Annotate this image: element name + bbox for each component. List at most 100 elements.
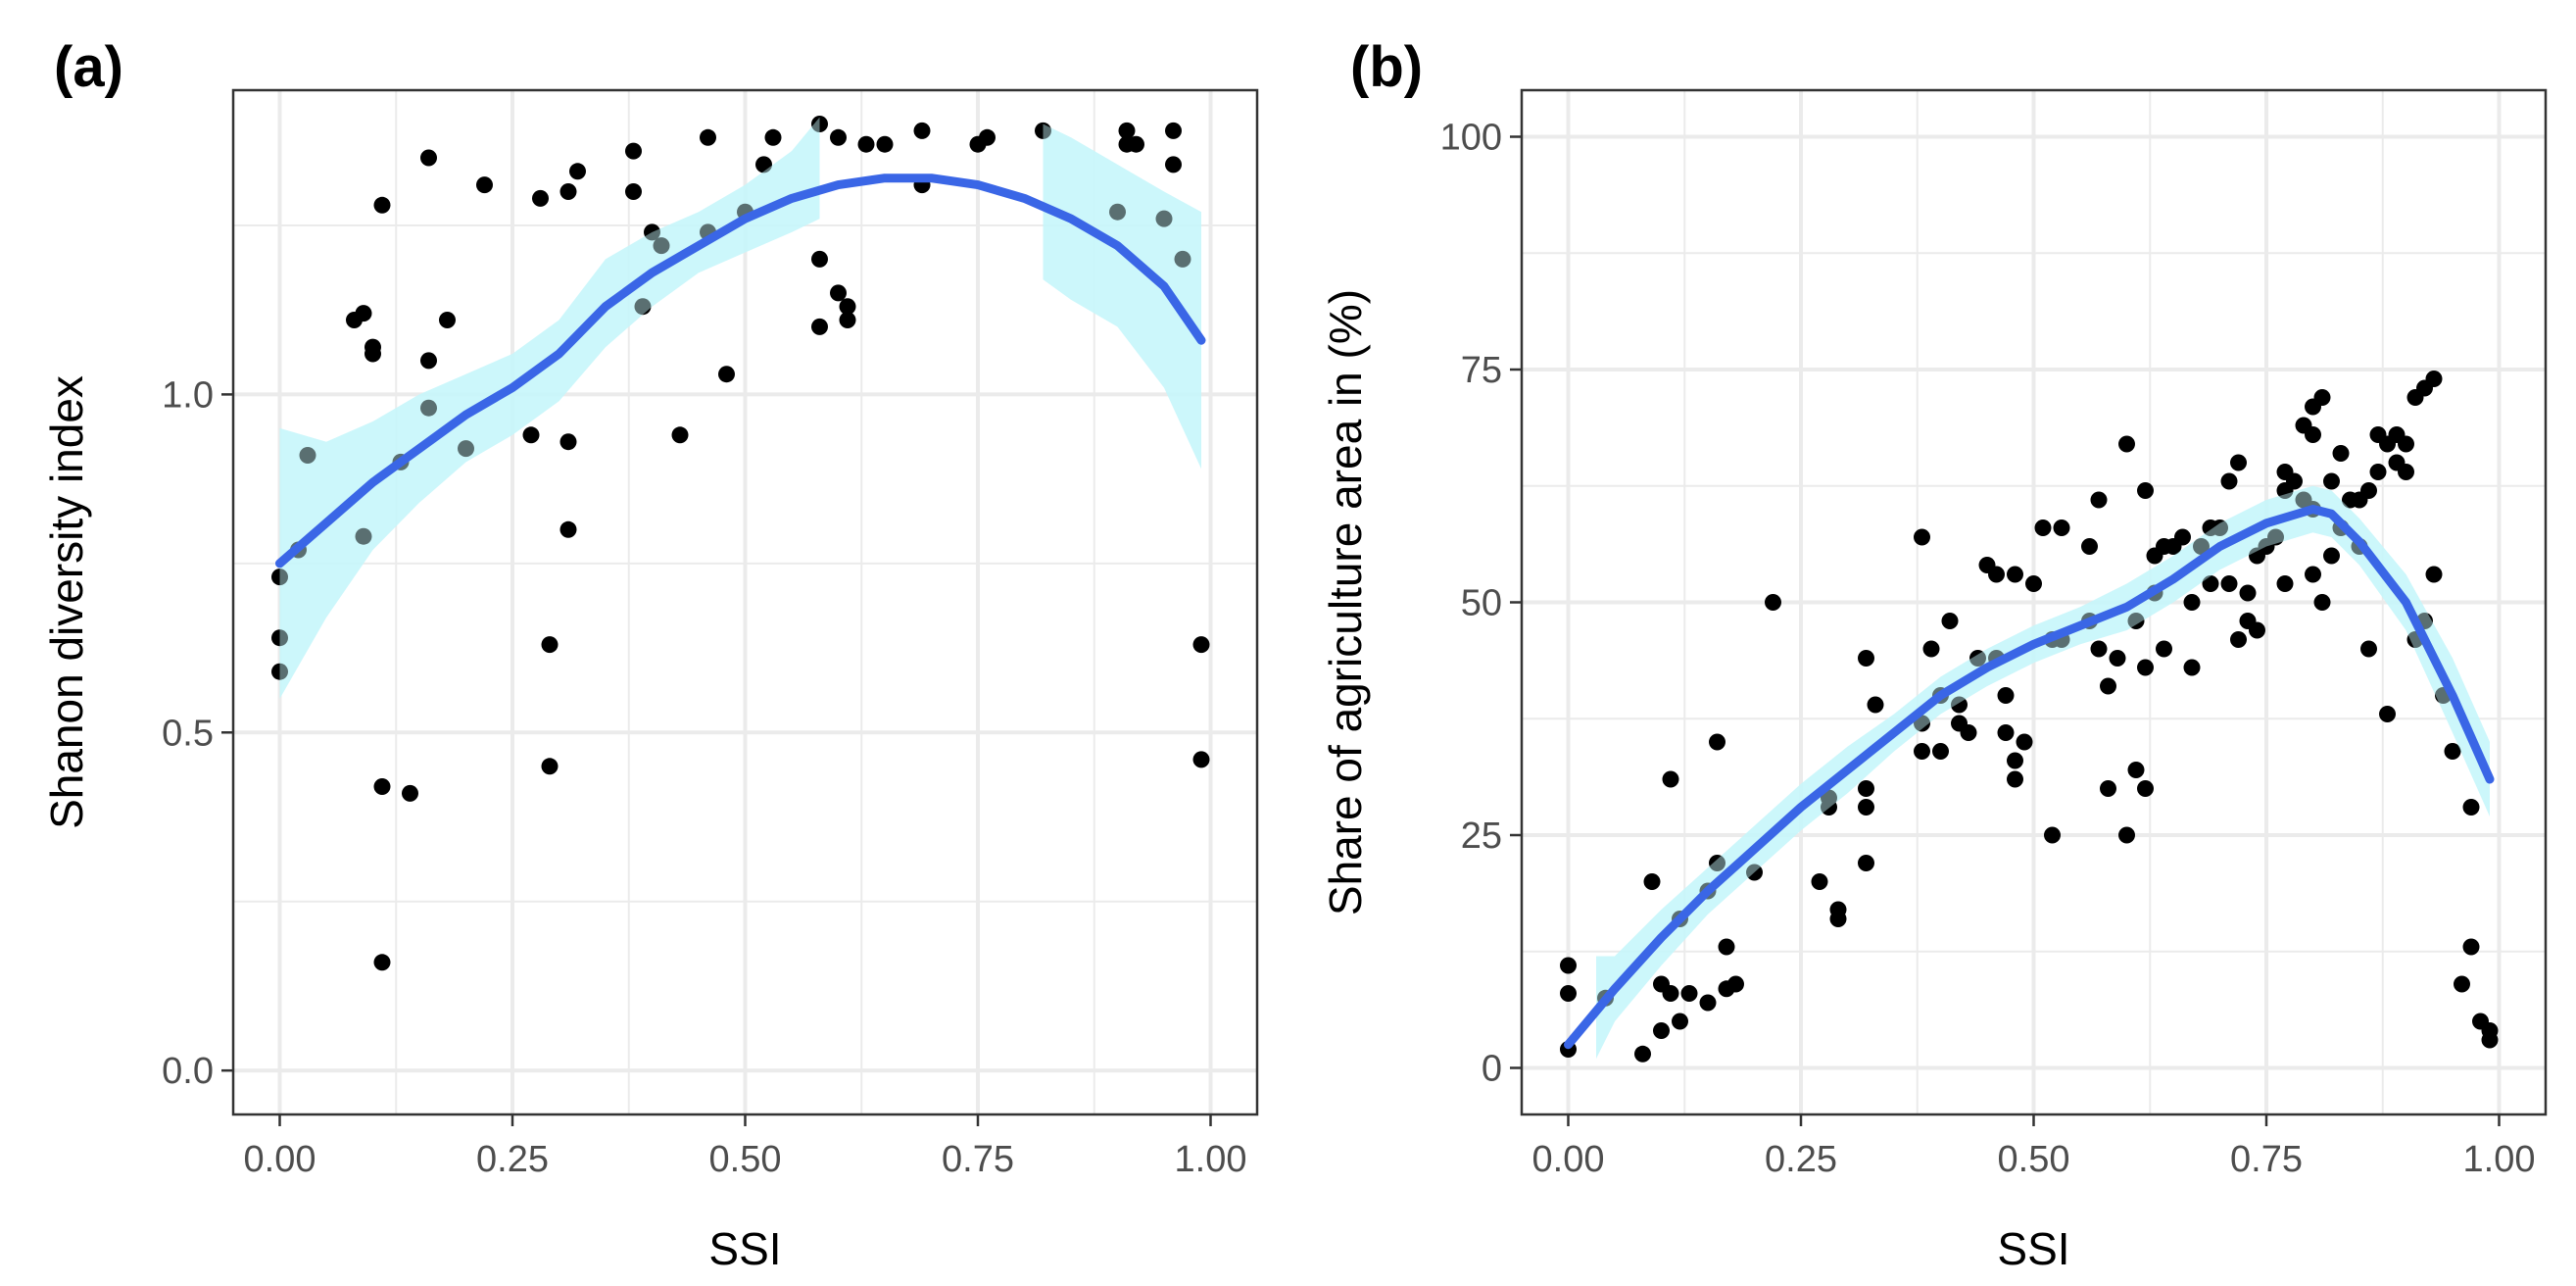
panel-b-data-point xyxy=(1951,696,1968,714)
panel-b-data-point xyxy=(1858,780,1874,797)
panel-a-x-tick-label: 0.75 xyxy=(942,1139,1014,1180)
panel-a-data-point xyxy=(700,128,716,146)
panel-b-data-point xyxy=(2053,519,2070,536)
panel-a-data-point xyxy=(559,183,577,200)
panel-a-data-point xyxy=(811,318,828,335)
panel-b-data-point xyxy=(2090,491,2108,509)
panel-b-data-point xyxy=(2090,640,2108,658)
panel-b-data-point xyxy=(1867,696,1884,714)
panel-b-data-point xyxy=(2425,566,2443,583)
panel-a-data-point xyxy=(420,149,437,167)
panel-a-data-point xyxy=(913,122,931,139)
panel-b-data-point xyxy=(1914,528,1930,546)
panel-b-data-point xyxy=(1765,594,1781,611)
panel-a-points xyxy=(271,116,1210,971)
panel-a-data-point xyxy=(559,433,577,451)
panel-a-data-point xyxy=(634,298,652,316)
panel-b-data-point xyxy=(2137,482,2154,499)
panel-b-data-point xyxy=(2313,594,2331,611)
panel-a-data-point xyxy=(1109,203,1126,221)
panel-b-data-point xyxy=(1709,855,1725,871)
panel-a-data-point xyxy=(811,116,828,132)
panel-b-data-point xyxy=(2267,528,2284,546)
panel-b-data-point xyxy=(2481,1022,2499,1039)
panel-b-data-point xyxy=(1560,985,1577,1002)
panel-b-data-point xyxy=(1634,1045,1651,1063)
panel-a-data-point xyxy=(532,189,549,207)
panel-b-data-point xyxy=(2286,472,2303,490)
panel-b-data-point xyxy=(2174,528,2191,546)
panel-a-data-point xyxy=(271,629,288,647)
panel-a-x-ticks: 0.00 0.25 0.50 0.75 1.00 xyxy=(244,1114,1247,1180)
panel-a-data-point xyxy=(1118,122,1136,139)
panel-b-data-point xyxy=(1960,724,1977,741)
panel-a-data-point xyxy=(569,163,586,180)
panel-b-data-point xyxy=(1997,687,2015,704)
panel-b-x-tick-label: 0.25 xyxy=(1765,1139,1837,1180)
panel-b-data-point xyxy=(1932,743,1949,760)
panel-b-data-point xyxy=(1699,994,1717,1012)
panel-b-data-point xyxy=(1560,957,1577,974)
panel-b-data-point xyxy=(1988,566,2005,583)
panel-b-y-ticks: 0 25 50 75 100 xyxy=(1440,118,1522,1090)
panel-b-data-point xyxy=(1858,650,1874,667)
panel-a-y-tick-label: 0.5 xyxy=(162,713,214,754)
panel-a-data-point xyxy=(476,176,493,194)
panel-b-smooth xyxy=(1564,505,2495,1050)
panel-a-smooth-line xyxy=(275,173,1206,569)
panel-b-data-point xyxy=(2100,780,2116,797)
panel-b-data-point xyxy=(2044,826,2061,844)
panel-b-y-axis-label: Share of agriculture area in (%) xyxy=(1320,289,1371,915)
panel-b-data-point xyxy=(2323,472,2340,490)
panel-b-data-point xyxy=(2360,482,2377,499)
panel-a-data-point xyxy=(839,312,856,328)
panel-b-data-point xyxy=(2202,575,2219,592)
panel-b-data-point xyxy=(2230,454,2247,471)
panel-a: (a) 0.00 0.25 0.50 0.75 1.00 0.0 0.5 1.0 SSI S… xyxy=(41,35,1259,1274)
panel-a-data-point xyxy=(644,223,660,241)
panel-b-data-point xyxy=(2109,650,2126,667)
panel-a-data-point xyxy=(559,520,577,538)
panel-b-data-point xyxy=(1922,640,1940,658)
panel-a-confidence-ribbon-1 xyxy=(279,117,820,699)
panel-b-data-point xyxy=(2360,640,2377,658)
panel-b-data-point xyxy=(1829,901,1847,918)
panel-a-data-point xyxy=(271,569,288,586)
panel-b-data-point xyxy=(1672,1013,1688,1030)
panel-b-data-point xyxy=(2137,780,2154,797)
panel-b-data-point xyxy=(2118,826,2135,844)
panel-b-data-point xyxy=(2276,575,2294,592)
panel-b-data-point xyxy=(2100,677,2116,695)
panel-b-data-point xyxy=(1718,938,1735,956)
panel-b-x-tick-label: 0.75 xyxy=(2230,1139,2303,1180)
panel-b-data-point xyxy=(2239,584,2257,602)
panel-a-data-point xyxy=(355,305,372,322)
panel-a-data-point xyxy=(541,636,559,654)
panel-a-data-point xyxy=(1192,751,1210,768)
panel-b-x-tick-label: 0.00 xyxy=(1532,1139,1605,1180)
panel-a-x-tick-label: 1.00 xyxy=(1175,1139,1247,1180)
panel-a-label: (a) xyxy=(54,35,123,99)
panel-b-data-point xyxy=(1858,799,1874,816)
panel-a-smooth xyxy=(275,173,1206,569)
panel-b-data-point xyxy=(2137,659,2154,676)
panel-b-data-point xyxy=(1997,724,2015,741)
panel-a-data-point xyxy=(1174,250,1191,268)
panel-a-data-point xyxy=(653,237,670,255)
panel-b-data-point xyxy=(2183,659,2201,676)
panel-b-data-point xyxy=(1653,1022,1670,1039)
panel-a-data-point xyxy=(830,128,847,146)
panel-a-data-point xyxy=(541,758,559,775)
panel-a-data-point xyxy=(299,447,316,464)
panel-a-data-point xyxy=(439,312,456,328)
panel-b-data-point xyxy=(2379,706,2396,722)
panel-a-data-point xyxy=(1155,210,1173,227)
panel-b-x-ticks: 0.00 0.25 0.50 0.75 1.00 xyxy=(1532,1114,2535,1180)
panel-b-data-point xyxy=(2211,519,2228,536)
panel-b-data-point xyxy=(1941,613,1959,629)
panel-b-data-point xyxy=(1662,985,1679,1002)
panel-a-y-tick-label: 1.0 xyxy=(162,374,214,416)
panel-b-data-point xyxy=(2034,519,2052,536)
panel-a-y-axis-label: Shanon diversity index xyxy=(41,375,92,829)
panel-a-data-point xyxy=(755,156,772,173)
